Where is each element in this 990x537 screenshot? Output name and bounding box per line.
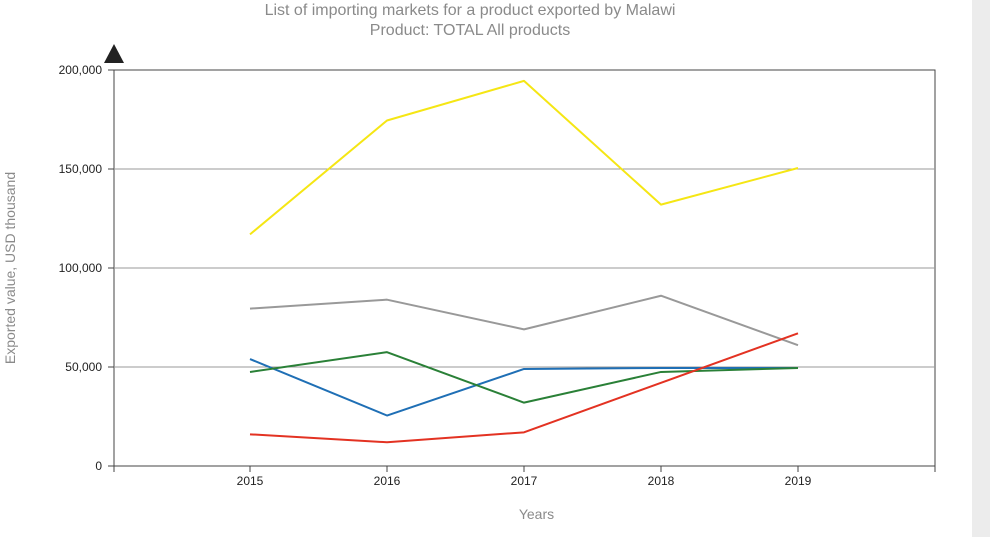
x-tick-label: 2019 xyxy=(785,474,812,488)
y-axis-arrow-icon xyxy=(104,44,124,63)
x-tick-label: 2017 xyxy=(511,474,538,488)
series-line-1 xyxy=(249,79,799,236)
y-tick-label: 150,000 xyxy=(59,162,103,176)
x-tick-label: 2016 xyxy=(374,474,401,488)
series-line-5 xyxy=(249,332,799,444)
series-line-2 xyxy=(249,294,799,347)
series-line-3 xyxy=(249,358,798,417)
y-axis-title: Exported value, USD thousand xyxy=(2,172,18,364)
x-tick-label: 2015 xyxy=(237,474,264,488)
x-tick-label: 2018 xyxy=(648,474,675,488)
y-tick-label: 0 xyxy=(95,459,102,473)
chart-subtitle: Product: TOTAL All products xyxy=(369,22,571,39)
chart-title: List of importing markets for a product … xyxy=(264,2,676,19)
y-tick-label: 200,000 xyxy=(59,63,103,77)
series-line-4 xyxy=(249,351,799,404)
y-tick-label: 100,000 xyxy=(59,261,103,275)
y-tick-label: 50,000 xyxy=(65,360,102,374)
side-panel xyxy=(972,0,990,537)
line-chart: 0 50,000 100,000 150,000 200,000 2015 2016 2017… xyxy=(2,44,936,522)
x-axis-title: Years xyxy=(519,506,554,522)
